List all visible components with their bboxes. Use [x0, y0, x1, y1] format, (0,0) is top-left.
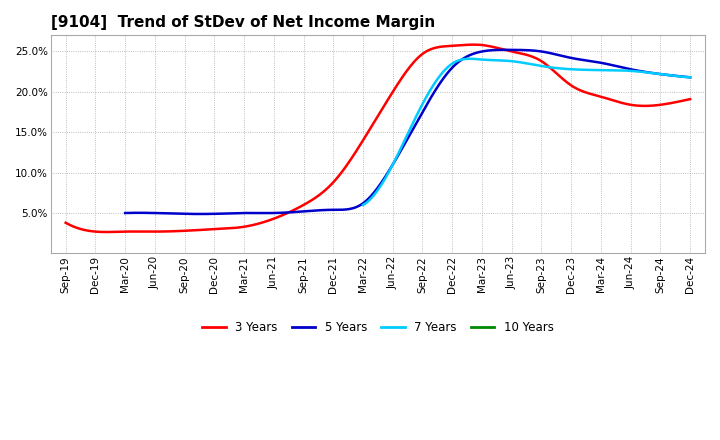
- 3 Years: [673, 99, 682, 104]
- 3 Years: [469, 42, 478, 47]
- 7 Years: [466, 56, 474, 61]
- 5 Years: [390, 159, 399, 164]
- 5 Years: [121, 210, 130, 216]
- 3 Years: [434, 44, 443, 50]
- 7 Years: [536, 63, 545, 69]
- 7 Years: [686, 75, 695, 80]
- 3 Years: [400, 71, 409, 76]
- 5 Years: [428, 93, 436, 99]
- 5 Years: [675, 73, 683, 79]
- 7 Years: [627, 68, 636, 73]
- 3 Years: [686, 96, 695, 102]
- 7 Years: [517, 60, 526, 65]
- 7 Years: [515, 59, 523, 65]
- 3 Years: [61, 220, 70, 225]
- 7 Years: [679, 74, 688, 79]
- 3 Years: [359, 137, 368, 142]
- 5 Years: [500, 47, 509, 52]
- 5 Years: [394, 153, 402, 158]
- 3 Years: [103, 229, 112, 235]
- Line: 5 Years: 5 Years: [125, 50, 690, 214]
- Text: [9104]  Trend of StDev of Net Income Margin: [9104] Trend of StDev of Net Income Marg…: [51, 15, 435, 30]
- 5 Years: [686, 75, 695, 80]
- Line: 3 Years: 3 Years: [66, 44, 690, 232]
- 5 Years: [586, 59, 595, 64]
- Legend: 3 Years, 5 Years, 7 Years, 10 Years: 3 Years, 5 Years, 7 Years, 10 Years: [197, 317, 559, 339]
- 5 Years: [196, 211, 204, 216]
- 3 Years: [576, 88, 585, 93]
- 5 Years: [458, 56, 467, 62]
- 7 Years: [359, 202, 367, 208]
- Line: 7 Years: 7 Years: [363, 59, 690, 205]
- 7 Years: [554, 66, 563, 71]
- 3 Years: [363, 131, 372, 136]
